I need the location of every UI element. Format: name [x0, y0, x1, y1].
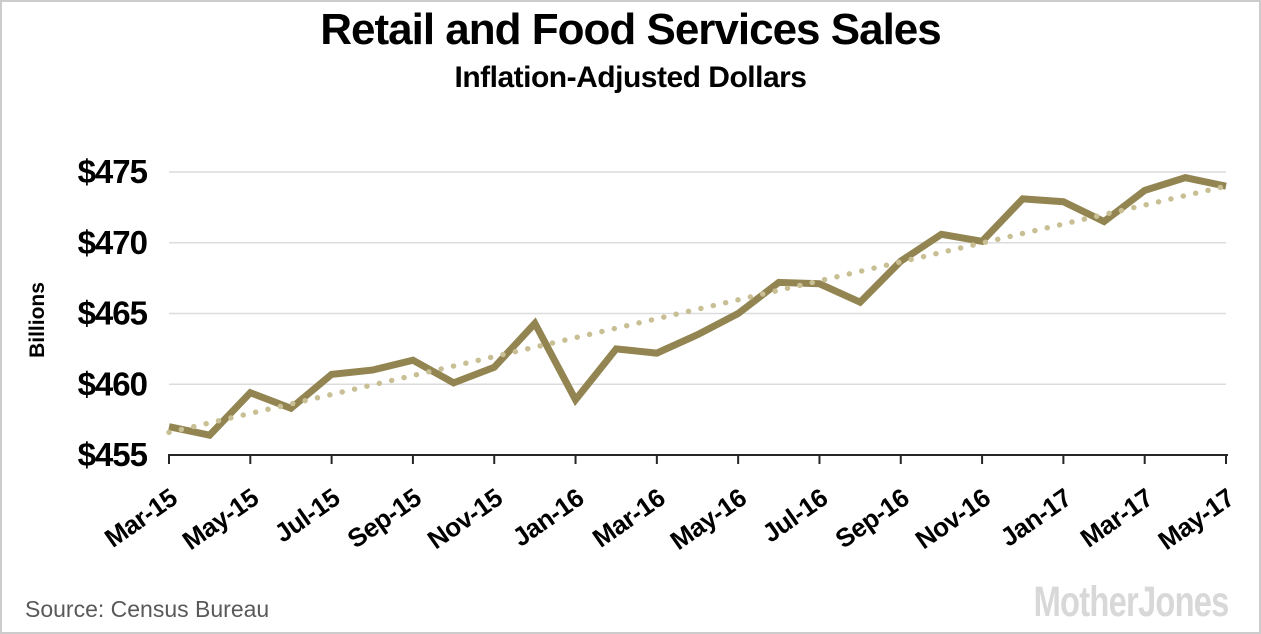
y-tick-label: $470: [78, 224, 147, 261]
x-tick-label: Mar-15: [99, 482, 182, 553]
data-line: [168, 174, 1227, 440]
chart-subtitle: Inflation-Adjusted Dollars: [454, 61, 807, 94]
y-tick-label: $460: [78, 365, 147, 402]
x-tick-label: Sep-15: [342, 482, 427, 554]
motherjones-logo: MotherJones: [972, 578, 1230, 627]
y-tick-label: $455: [78, 436, 148, 473]
x-tick-label: May-16: [665, 482, 752, 555]
motherjones-logo-text: MotherJones: [1033, 578, 1230, 626]
x-tick-label: Mar-17: [1075, 482, 1158, 553]
x-tick-label: Mar-16: [587, 482, 670, 553]
x-tick-label: Jul-15: [269, 482, 345, 548]
y-tick-label: $475: [78, 153, 148, 190]
x-tick-label: Nov-15: [422, 482, 508, 555]
x-tick-label: Jan-17: [995, 482, 1077, 552]
chart-title: Retail and Food Services Sales: [320, 5, 941, 54]
source-note: Source: Census Bureau: [25, 596, 270, 622]
x-tick-label: Jan-16: [507, 482, 589, 552]
y-tick-label: $465: [78, 295, 148, 332]
x-tick-label: Nov-16: [910, 482, 996, 555]
x-tick-label: May-15: [177, 482, 264, 555]
x-tick-label: Sep-16: [830, 482, 915, 554]
y-axis-title: Billions: [26, 282, 49, 358]
x-tick-label: Jul-16: [757, 482, 833, 548]
trend-line: [166, 183, 1229, 436]
x-tick-label: May-17: [1152, 482, 1239, 555]
